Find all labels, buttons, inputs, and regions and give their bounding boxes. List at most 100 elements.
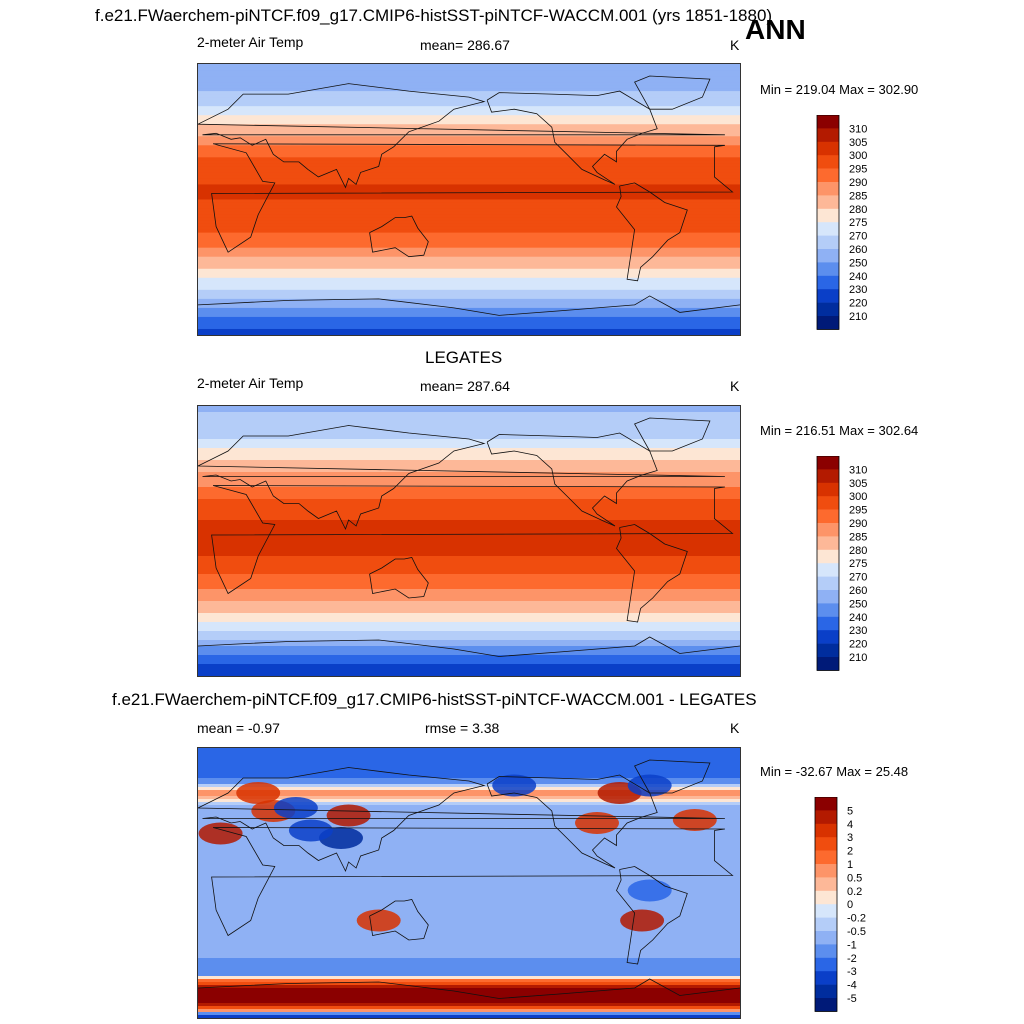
colorbar-tick-label: 250 <box>849 598 867 610</box>
map-band <box>198 862 740 866</box>
map-band <box>198 322 740 327</box>
map-band <box>198 946 740 950</box>
map-band <box>198 790 740 794</box>
coastline <box>198 636 740 657</box>
map-band <box>198 898 740 902</box>
panel1-colorbar: 310 305 300 295 290 285 280 275 270 260 250 240 230 2… <box>815 114 895 335</box>
panel3-colorbar-svg: 5 43 210.5 0.20 -0.2-0.5-1 -2-3 -4-5 <box>814 796 866 1012</box>
map-band <box>198 193 740 198</box>
colorbar-tick-label: -0.5 <box>847 926 866 938</box>
map-band <box>198 100 740 104</box>
map-band <box>198 808 740 812</box>
map-band <box>198 982 740 986</box>
map-band <box>198 280 740 285</box>
map-band <box>198 241 740 246</box>
colorbar-tick-label: 305 <box>849 478 867 490</box>
map-band <box>198 979 740 983</box>
map-anomaly-patch <box>672 809 717 831</box>
map-band <box>198 481 740 485</box>
colorbar-swatch <box>817 630 839 644</box>
map-band <box>198 1012 740 1016</box>
map-band <box>198 670 740 674</box>
map-band <box>198 751 740 755</box>
map-band <box>198 76 740 80</box>
map-band <box>198 466 740 470</box>
map-band <box>198 640 740 644</box>
map-band <box>198 658 740 662</box>
map-band <box>198 217 740 222</box>
colorbar-swatch <box>815 797 837 811</box>
map-band <box>198 775 740 779</box>
map-band <box>198 490 740 494</box>
map-band <box>198 469 740 473</box>
coastline <box>616 866 688 965</box>
colorbar-swatch <box>817 496 839 510</box>
colorbar-swatch <box>817 603 839 618</box>
map-band <box>198 271 740 276</box>
colorbar-swatch <box>817 115 839 129</box>
colorbar-tick-label: 240 <box>849 271 867 283</box>
map-band <box>198 442 740 446</box>
map-band <box>198 199 740 204</box>
map-band <box>198 796 740 800</box>
map-band <box>198 142 740 146</box>
map-band <box>198 649 740 653</box>
colorbar-swatch <box>817 235 839 250</box>
map-band <box>198 301 740 306</box>
map-band <box>198 472 740 476</box>
colorbar-tick-label: 275 <box>849 217 867 229</box>
map-band <box>198 538 740 542</box>
map-band <box>198 949 740 953</box>
map-band <box>198 82 740 86</box>
colorbar-tick-label: 285 <box>849 531 867 543</box>
map-band <box>198 220 740 225</box>
colorbar-swatch <box>815 823 837 838</box>
panel2-title: LEGATES <box>425 348 503 367</box>
map-band <box>198 244 740 249</box>
map-band <box>198 229 740 234</box>
map-band <box>198 934 740 938</box>
map-band <box>198 859 740 863</box>
colorbar-tick-label: 210 <box>849 652 867 664</box>
colorbar-swatch <box>815 890 837 905</box>
map-band <box>198 319 740 324</box>
colorbar-swatch <box>817 523 839 537</box>
map-band <box>198 169 740 173</box>
map-band <box>198 448 740 452</box>
map-band <box>198 454 740 458</box>
map-band <box>198 607 740 611</box>
panel3-minmax: Min = -32.67 Max = 25.48 <box>760 764 909 779</box>
panel1-minmax: Min = 219.04 Max = 302.90 <box>760 82 919 97</box>
map-band <box>198 754 740 758</box>
colorbar-swatch <box>817 590 839 604</box>
map-band <box>198 613 740 617</box>
colorbar-tick-label: 260 <box>849 585 867 597</box>
map-band <box>198 925 740 929</box>
map-band <box>198 214 740 219</box>
colorbar-swatch <box>815 877 837 892</box>
colorbar-tick-label: 275 <box>849 558 867 570</box>
map-band <box>198 655 740 659</box>
colorbar-swatch <box>817 549 839 564</box>
map-anomaly-patch <box>288 819 333 842</box>
map-band <box>198 253 740 258</box>
map-band <box>198 256 740 261</box>
map-band <box>198 943 740 947</box>
colorbar-swatch <box>815 984 837 999</box>
map-band <box>198 832 740 836</box>
map-band <box>198 652 740 656</box>
map-band <box>198 496 740 500</box>
map-band <box>198 568 740 572</box>
colorbar-tick-label: 310 <box>849 123 867 135</box>
map-band <box>198 598 740 602</box>
map-band <box>198 910 740 914</box>
colorbar-swatch <box>817 576 839 591</box>
colorbar-swatch <box>817 208 839 223</box>
colorbar-swatch <box>815 864 837 878</box>
map-band <box>198 160 740 164</box>
map-band <box>198 124 740 128</box>
map-band <box>198 130 740 134</box>
map-band <box>198 307 740 312</box>
map-band <box>198 826 740 830</box>
map-band <box>198 412 740 416</box>
